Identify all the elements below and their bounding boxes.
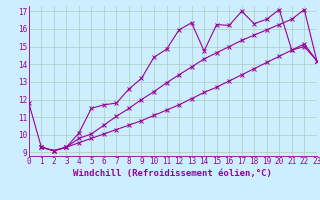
X-axis label: Windchill (Refroidissement éolien,°C): Windchill (Refroidissement éolien,°C) [73,169,272,178]
